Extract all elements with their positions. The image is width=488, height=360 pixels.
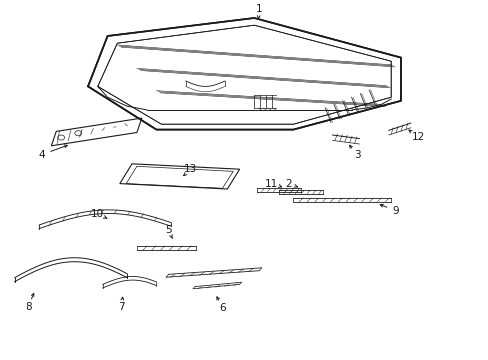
Text: 13: 13 <box>183 164 197 174</box>
Text: 4: 4 <box>38 150 45 160</box>
Text: 9: 9 <box>392 206 399 216</box>
Text: 8: 8 <box>25 302 32 312</box>
Polygon shape <box>51 118 142 146</box>
Text: 1: 1 <box>255 4 262 14</box>
Polygon shape <box>88 18 400 130</box>
Text: 6: 6 <box>219 303 225 313</box>
Text: 3: 3 <box>353 150 360 160</box>
Text: 11: 11 <box>264 179 278 189</box>
Text: 5: 5 <box>165 225 172 235</box>
Text: 10: 10 <box>91 209 104 219</box>
Text: 12: 12 <box>410 132 424 142</box>
Polygon shape <box>120 164 239 189</box>
Text: 2: 2 <box>285 179 291 189</box>
Text: 7: 7 <box>118 302 124 312</box>
